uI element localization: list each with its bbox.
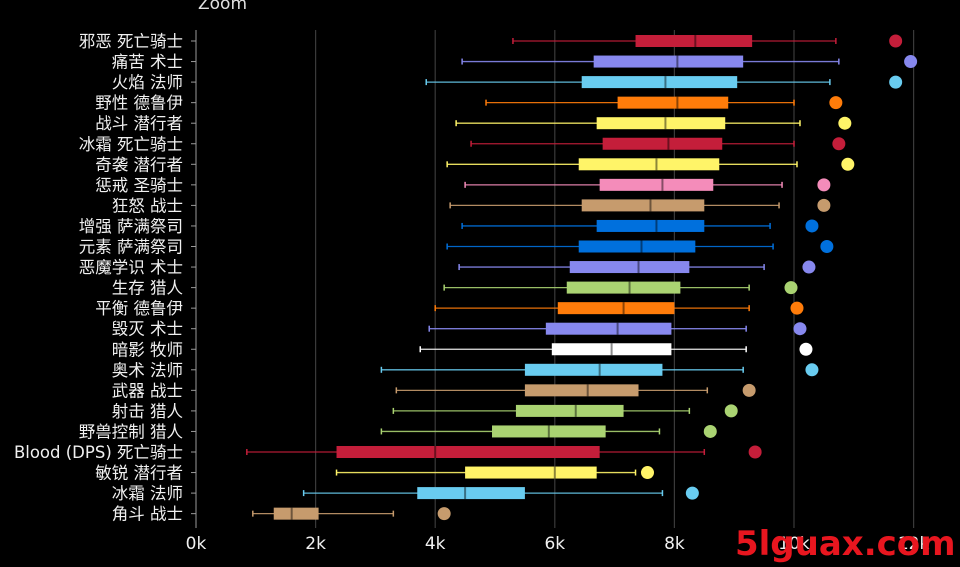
category-label: 火焰 法师 [112,73,183,92]
outlier-point [889,75,903,89]
category-label: 战斗 潜行者 [95,114,183,133]
iqr-box [515,404,624,417]
outlier-point [799,342,813,356]
category-label: 元素 萨满祭司 [79,238,183,257]
category-label: 邪恶 死亡骑士 [79,32,183,51]
category-label: Blood (DPS) 死亡骑士 [14,443,183,462]
outlier-point [889,34,903,48]
iqr-box [557,302,675,315]
outlier-point [904,55,918,69]
category-label: 痛苦 术士 [112,53,183,72]
iqr-box [417,487,525,500]
iqr-box [465,466,597,479]
x-tick-label: 6k [544,534,565,554]
iqr-box [578,240,696,253]
iqr-box [551,343,672,356]
outlier-point [724,404,738,418]
category-label: 平衡 德鲁伊 [95,299,183,318]
iqr-box [524,363,663,376]
outlier-point [790,301,804,315]
watermark-text: 5lguax.com [735,524,956,564]
x-tick-label: 8k [664,534,685,554]
outlier-point [437,507,451,521]
outlier-point [802,260,816,274]
category-label: 恶魔学识 术士 [79,258,183,277]
x-tick-label: 2k [305,534,326,554]
category-label: 野兽控制 猎人 [79,422,183,441]
category-label: 奥术 法师 [112,361,183,380]
x-tick-label: 10k [778,534,810,554]
iqr-box [596,219,705,232]
outlier-point [820,240,834,253]
iqr-box [602,137,723,150]
outlier-point [640,466,654,480]
iqr-box [492,425,606,438]
outlier-point [742,383,756,397]
outlier-point [703,424,717,438]
iqr-box [578,158,720,171]
category-label: 暗影 牧师 [112,340,183,359]
iqr-box [635,35,753,47]
x-tick-label: 0k [186,534,207,554]
y-axis [191,30,197,528]
category-label: 毁灭 术士 [112,320,183,339]
outlier-point [685,486,699,500]
iqr-box [596,117,726,130]
category-label: 敏锐 潜行者 [95,464,183,483]
outlier-point [805,219,819,233]
iqr-box [273,507,319,520]
x-tick-labels: 0k 2k 4k 6k 8k 10k 12k [186,534,930,554]
category-label: 惩戒 圣骑士 [95,176,183,195]
outlier-point [832,137,846,151]
boxes-layer [246,34,918,521]
category-label: 生存 猎人 [112,279,183,298]
iqr-box [336,446,600,458]
iqr-box [593,55,744,68]
x-tick-label: 4k [425,534,446,554]
category-label: 野性 德鲁伊 [95,94,183,113]
outlier-point [838,116,852,130]
outlier-point [793,322,807,336]
outlier-point [805,363,819,377]
outlier-point [817,198,831,212]
iqr-box [617,96,729,109]
iqr-box [566,281,681,294]
category-label: 武器 战士 [112,381,183,400]
outlier-point [748,445,762,459]
iqr-box [524,384,639,397]
category-label: 增强 萨满祭司 [79,217,183,236]
outlier-point [829,96,843,110]
category-label: 奇袭 潜行者 [95,155,183,174]
iqr-box [581,199,705,212]
outlier-point [841,157,855,171]
zoom-label[interactable]: Zoom [198,0,248,14]
outlier-point [817,178,831,192]
iqr-box [569,261,690,274]
category-label: 角斗 战士 [112,505,183,524]
category-label: 冰霜 法师 [112,484,183,503]
category-label: 射击 猎人 [112,402,183,421]
grid-lines [315,30,915,528]
category-label: 狂怒 战士 [112,196,183,215]
iqr-box [545,322,672,335]
iqr-box [581,76,738,89]
x-tick-label: 12k [898,534,930,554]
outlier-point [784,281,798,295]
category-label: 冰霜 死亡骑士 [79,135,183,154]
iqr-box [599,178,714,191]
